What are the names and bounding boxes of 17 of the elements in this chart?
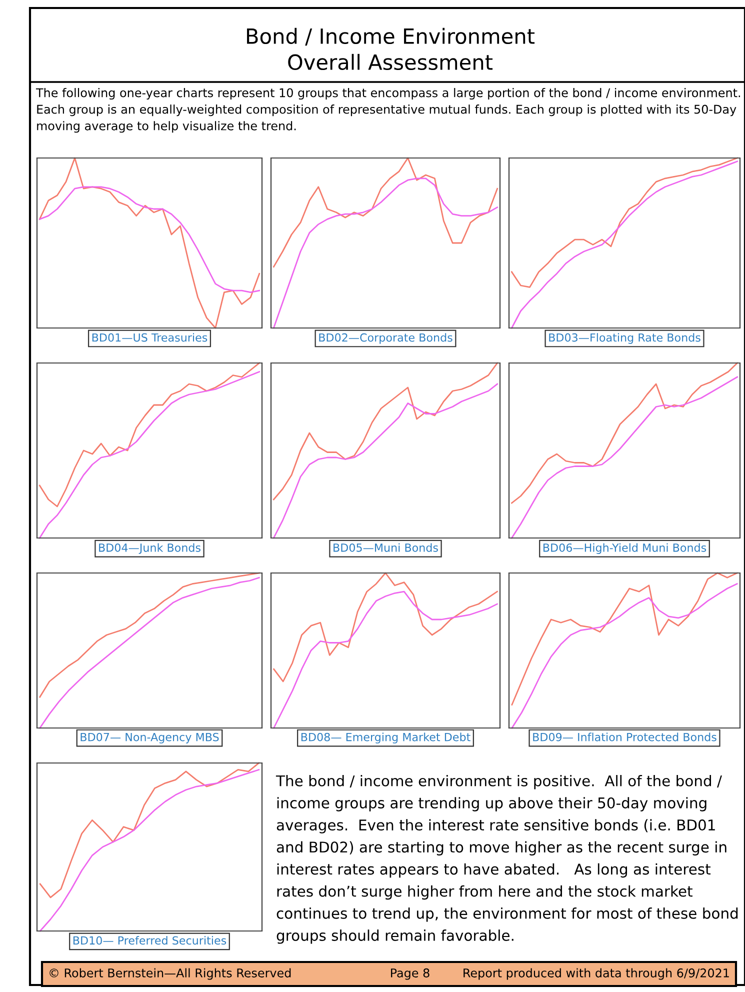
text: BD05—Muni Bonds [334,543,438,552]
text: Page 8 [391,968,430,980]
text: BD10— Preferred Securities [73,936,226,945]
text: BD07— Non-Agency MBS [80,732,219,744]
text: Overall Assessment [288,54,493,70]
text: Bond / Income Environment [247,28,535,46]
text: BD06—High-Yield Muni Bonds [543,543,706,554]
text: BD01—US Treasuries [92,333,208,342]
text: BD02—Corporate Bonds [319,333,452,344]
text: BD09— Inflation Protected Bonds [533,732,716,742]
text: Report produced with data through 6/9/2021 [464,968,729,980]
text: BD08— Emerging Market Debt [301,732,470,744]
text: The following one-year charts represent 10 groups that encompass a large portion of the bond / income environment. Each group is an equally-weighted composition of representative mutual funds. Each group is plotted with its 50-Day moving average to help visualize the trend. [36,88,740,133]
text: BD04—Junk Bonds [99,543,200,554]
text: BD03—Floating Rate Bonds [549,333,700,344]
text: The bond / income environment is positive. All of the bond / income groups are trending up above their 50-day moving averages. Even the interest rate sensitive bonds (i.e. BD01 and BD02) are starting to move higher as the recent surge in interest rates appears to have abated. As long as interest rates don’t surge higher from here and the stock market continues to trend up, the environment for most of these bond groups should remain favorable. [276,775,738,944]
text: © Robert Bernstein—All Rights Reserved [50,968,291,980]
